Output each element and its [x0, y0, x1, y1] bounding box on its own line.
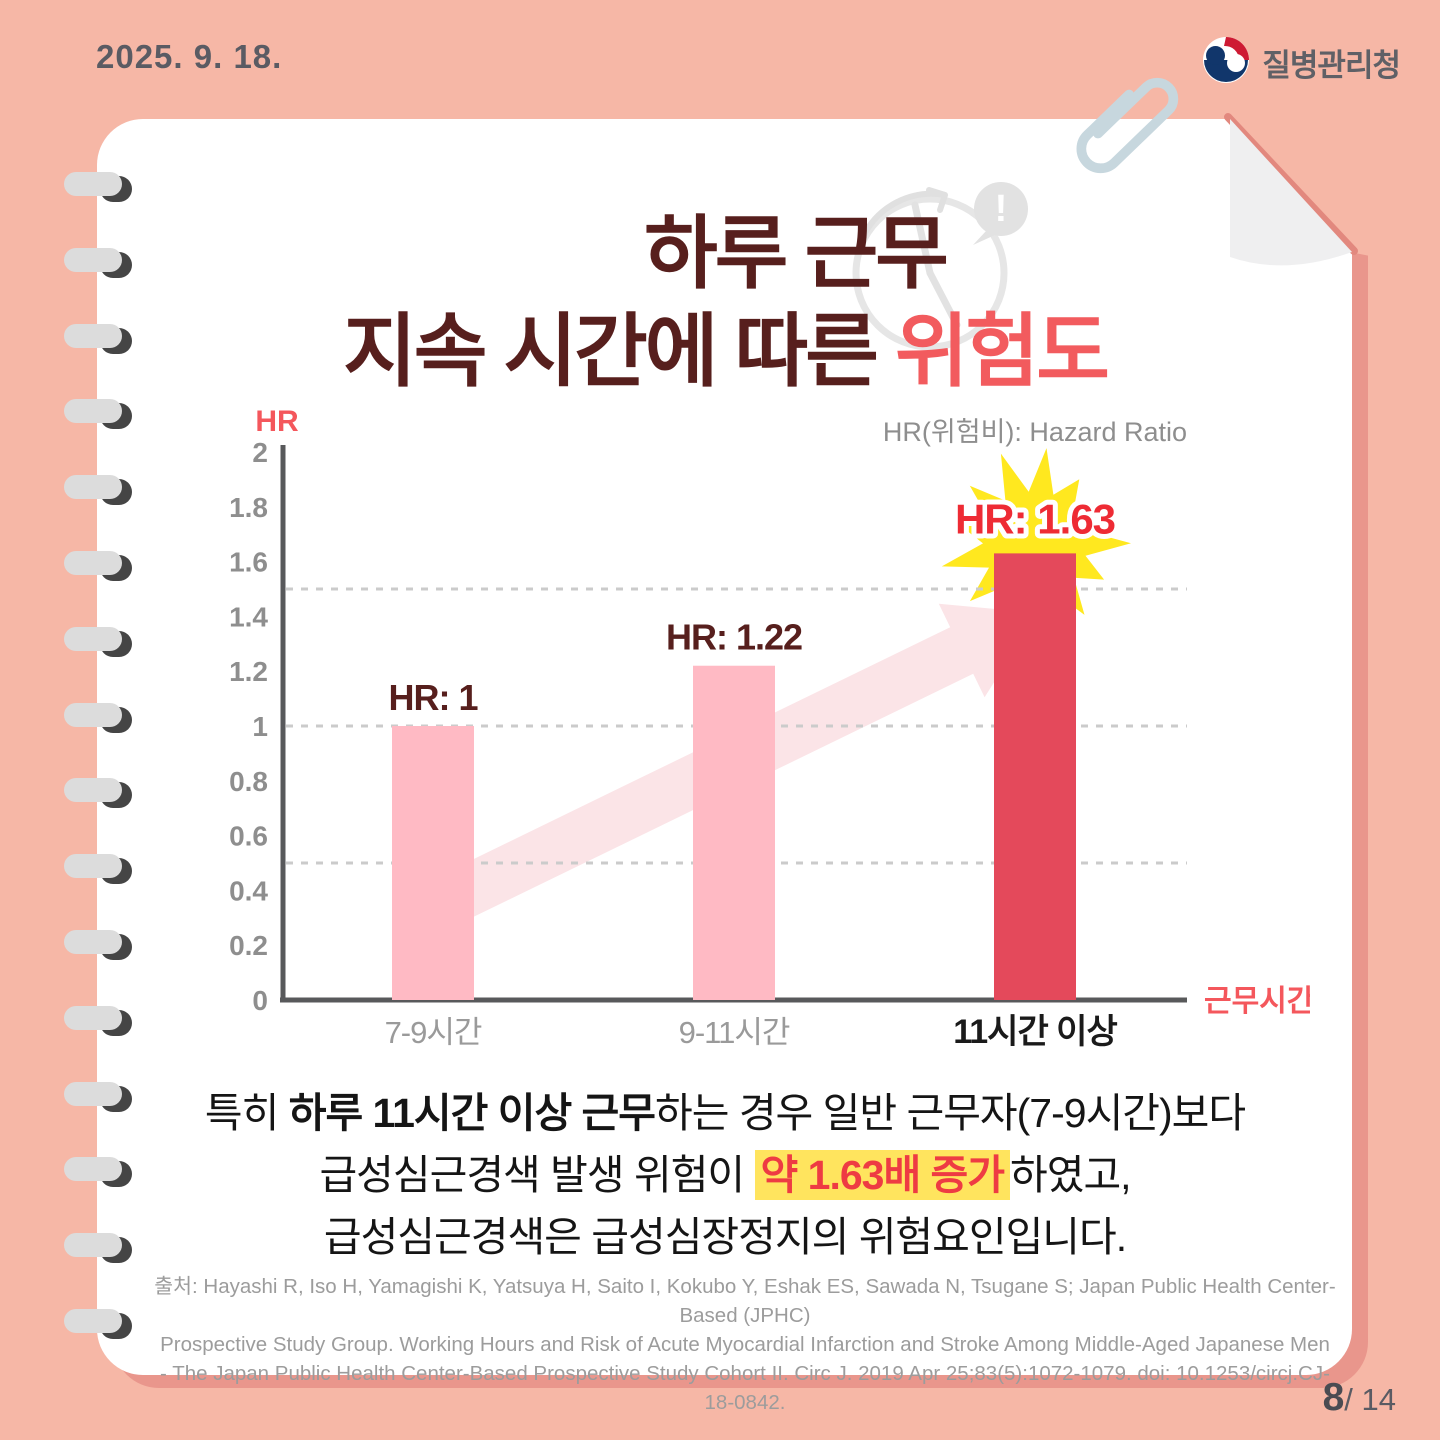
title-accent: 위험도 [895, 307, 1110, 396]
y-tick-label: 1.4 [230, 601, 268, 632]
y-tick-label: 1.6 [230, 547, 268, 578]
x-axis-title: 근무시간 [1204, 985, 1310, 1018]
summary-text: 특히 하루 11시간 이상 근무하는 경우 일반 근무자(7-9시간)보다 급성… [204, 1090, 1246, 1260]
page-number: 8/ 14 [1322, 1376, 1396, 1419]
binder-ring-icon [64, 1005, 134, 1036]
x-category-label: 9-11시간 [679, 1015, 790, 1050]
page-title: 하루 근무 지속 시간에 따른 위험도 [150, 205, 1300, 401]
binder-ring-icon [64, 247, 134, 278]
binder-ring-icon [64, 778, 134, 809]
y-tick-label: 1 [252, 711, 268, 742]
taegeuk-icon [1202, 36, 1250, 89]
binder-ring-icon [64, 551, 134, 581]
highlighted-stat: 약 1.63배 증가 [754, 1150, 1010, 1200]
y-tick-label: 1.8 [230, 492, 268, 523]
binder-ring-icon [64, 1233, 134, 1264]
date-label: 2025. 9. 18. [96, 38, 283, 75]
y-tick-label: 0.2 [230, 930, 268, 961]
y-tick-label: 1.2 [230, 656, 268, 687]
bar [392, 726, 474, 1000]
hazard-ratio-bar-chart: HR: 1 HR: 1.22 HR: 1.63 2 1.8 1.6 1.4 1.2 1 0.8 0.… [229, 395, 1315, 1075]
bold-keyphrase: 하루 11시간 이상 근무 [288, 1090, 656, 1136]
binder-ring-icon [64, 172, 134, 202]
y-tick-label: 0.8 [230, 766, 268, 797]
corner-fold [1224, 113, 1380, 266]
bar [693, 665, 775, 1000]
hr-definition-note: HR(위험비): Hazard Ratio [883, 417, 1187, 447]
binder-ring-icon [64, 323, 134, 354]
binder-ring-icon [64, 702, 134, 733]
paperclip-icon [1076, 77, 1179, 174]
binder-ring-icon [64, 475, 134, 506]
y-tick-label: 0 [252, 985, 268, 1016]
y-tick-label: 2 [252, 437, 268, 468]
bar-value-label-emphasis: HR: 1.63 [955, 495, 1115, 542]
binder-ring-icon [64, 399, 134, 430]
bar-value-label: HR: 1.22 [666, 617, 802, 658]
summary-line3: 급성심근경색은 급성심장정지의 위험요인입니다. [323, 1214, 1127, 1260]
source-citation: 출처: Hayashi R, Iso H, Yamagishi K, Yatsu… [154, 1275, 1336, 1414]
bar-value-label: HR: 1 [388, 677, 478, 718]
y-tick-label: 0.4 [230, 875, 268, 906]
x-category-label: 7-9시간 [385, 1015, 482, 1050]
svg-text:!: ! [995, 188, 1008, 230]
title-line1: 하루 근무 [644, 209, 949, 298]
starburst-icon [941, 448, 1131, 639]
y-axis-title: HR [255, 405, 299, 438]
agency-logo: 질병관리청 [1202, 36, 1401, 89]
y-tick-label: 0.6 [230, 821, 268, 852]
x-category-label: 11시간 이상 [953, 1013, 1117, 1051]
title-line2: 지속 시간에 따른 위험도 [343, 307, 1110, 396]
binder-ring-icon [64, 1081, 134, 1112]
binder-ring-icon [64, 626, 134, 657]
binder-ring-icon [64, 1309, 134, 1339]
bar [994, 553, 1076, 1000]
binder-ring-icon [64, 1157, 134, 1188]
clock-icon: ! [852, 182, 1028, 351]
binder-ring-icon [64, 854, 134, 885]
agency-name: 질병관리청 [1262, 48, 1401, 83]
binder-ring-icon [64, 930, 134, 960]
